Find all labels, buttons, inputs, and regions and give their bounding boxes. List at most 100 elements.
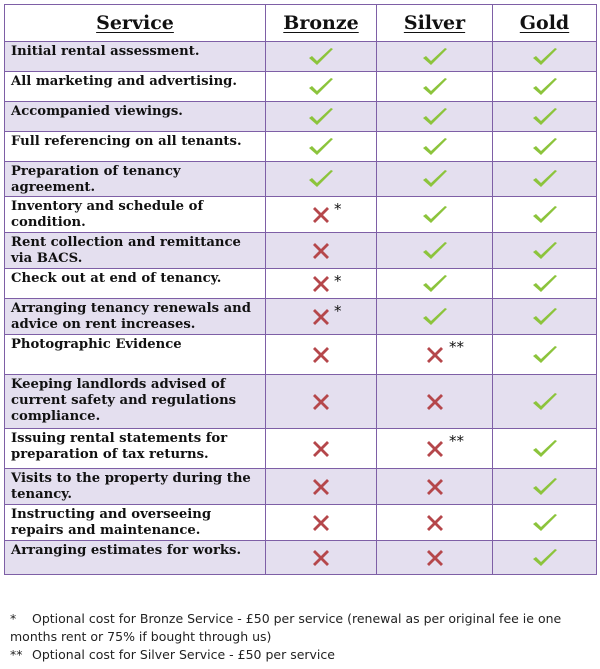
table-row: Arranging estimates for works.	[4, 540, 597, 575]
check-icon	[531, 241, 559, 259]
cross-icon	[312, 206, 330, 223]
service-table: Service Bronze Silver Gold Initial renta…	[4, 4, 597, 575]
table-row: Visits to the property during the tenanc…	[4, 468, 597, 505]
gold-cell	[492, 298, 597, 335]
cross-icon	[426, 440, 444, 457]
footnote-silver: ** Optional cost for Silver Service - £50…	[10, 646, 595, 664]
check-icon	[421, 274, 449, 292]
footnote-marker: *	[10, 611, 17, 626]
gold-cell	[492, 468, 597, 505]
header-silver: Silver	[376, 4, 493, 42]
footnote-bronze: * Optional cost for Bronze Service - £50 …	[10, 610, 595, 646]
service-name: Check out at end of tenancy.	[4, 268, 266, 299]
service-name: Photographic Evidence	[4, 334, 266, 375]
cross-icon	[312, 440, 330, 457]
silver-cell	[376, 196, 493, 233]
check-icon	[531, 205, 559, 223]
table-row: Accompanied viewings.	[4, 101, 597, 132]
table-row: Arranging tenancy renewals and advice on…	[4, 298, 597, 335]
bronze-cell	[265, 428, 377, 469]
cross-icon	[426, 514, 444, 531]
footnote-marker: *	[334, 200, 342, 218]
bronze-cell	[265, 232, 377, 269]
table-body: Initial rental assessment. All marketing …	[4, 41, 597, 575]
cross-icon	[312, 242, 330, 259]
bronze-cell	[265, 504, 377, 541]
header-bronze: Bronze	[265, 4, 377, 42]
service-name: Arranging tenancy renewals and advice on…	[4, 298, 266, 335]
check-icon	[421, 241, 449, 259]
check-icon	[307, 170, 335, 187]
gold-cell	[492, 428, 597, 469]
check-icon	[531, 345, 559, 363]
gold-cell	[492, 334, 597, 375]
bronze-cell	[265, 161, 377, 197]
silver-cell	[376, 268, 493, 299]
cross-icon	[312, 549, 330, 566]
gold-cell	[492, 374, 597, 429]
table-row: Issuing rental statements for preparatio…	[4, 428, 597, 469]
table-row: Keeping landlords advised of current saf…	[4, 374, 597, 429]
table-row: Initial rental assessment.	[4, 41, 597, 72]
bronze-cell	[265, 101, 377, 132]
footnote-text: Optional cost for Silver Service - £50 p…	[32, 647, 335, 662]
check-icon	[421, 205, 449, 223]
silver-cell	[376, 298, 493, 335]
cross-icon	[426, 478, 444, 495]
check-icon	[531, 274, 559, 292]
service-name: Initial rental assessment.	[4, 41, 266, 72]
cross-icon	[312, 308, 330, 325]
gold-cell	[492, 504, 597, 541]
bronze-cell	[265, 374, 377, 429]
silver-cell	[376, 540, 493, 575]
bronze-cell	[265, 468, 377, 505]
gold-cell	[492, 131, 597, 162]
gold-cell	[492, 101, 597, 132]
service-name: Keeping landlords advised of current saf…	[4, 374, 266, 429]
footnote-marker: *	[334, 302, 342, 320]
service-name: Issuing rental statements for preparatio…	[4, 428, 266, 469]
service-name: Full referencing on all tenants.	[4, 131, 266, 162]
gold-cell	[492, 41, 597, 72]
footnote-marker: **	[449, 338, 464, 356]
service-name: All marketing and advertising.	[4, 71, 266, 102]
table-row: Rent collection and remittance via BACS.	[4, 232, 597, 269]
bronze-cell	[265, 41, 377, 72]
silver-cell	[376, 131, 493, 162]
silver-cell: **	[376, 428, 493, 469]
check-icon	[421, 170, 449, 187]
silver-cell	[376, 71, 493, 102]
service-name: Arranging estimates for works.	[4, 540, 266, 575]
check-icon	[531, 392, 559, 410]
header-service: Service	[4, 4, 266, 42]
check-icon	[421, 107, 449, 125]
table-row: Preparation of tenancy agreement.	[4, 161, 597, 197]
footnote-marker: **	[449, 432, 464, 450]
check-icon	[531, 107, 559, 125]
table-row: All marketing and advertising.	[4, 71, 597, 102]
service-name: Rent collection and remittance via BACS.	[4, 232, 266, 269]
cross-icon	[312, 478, 330, 495]
silver-cell	[376, 504, 493, 541]
bronze-cell	[265, 71, 377, 102]
cross-icon	[426, 549, 444, 566]
bronze-cell	[265, 334, 377, 375]
cross-icon	[312, 346, 330, 363]
gold-cell	[492, 161, 597, 197]
table-row: Inventory and schedule of condition. *	[4, 196, 597, 233]
cross-icon	[312, 275, 330, 292]
footnote-marker: **	[10, 647, 23, 662]
check-icon	[307, 47, 335, 65]
service-name: Inventory and schedule of condition.	[4, 196, 266, 233]
check-icon	[531, 439, 559, 457]
check-icon	[421, 307, 449, 325]
cross-icon	[312, 393, 330, 410]
check-icon	[531, 513, 559, 531]
gold-cell	[492, 71, 597, 102]
cross-icon	[312, 514, 330, 531]
check-icon	[531, 77, 559, 95]
bronze-cell: *	[265, 196, 377, 233]
table-header-row: Service Bronze Silver Gold	[4, 4, 597, 42]
silver-cell	[376, 232, 493, 269]
check-icon	[307, 77, 335, 95]
